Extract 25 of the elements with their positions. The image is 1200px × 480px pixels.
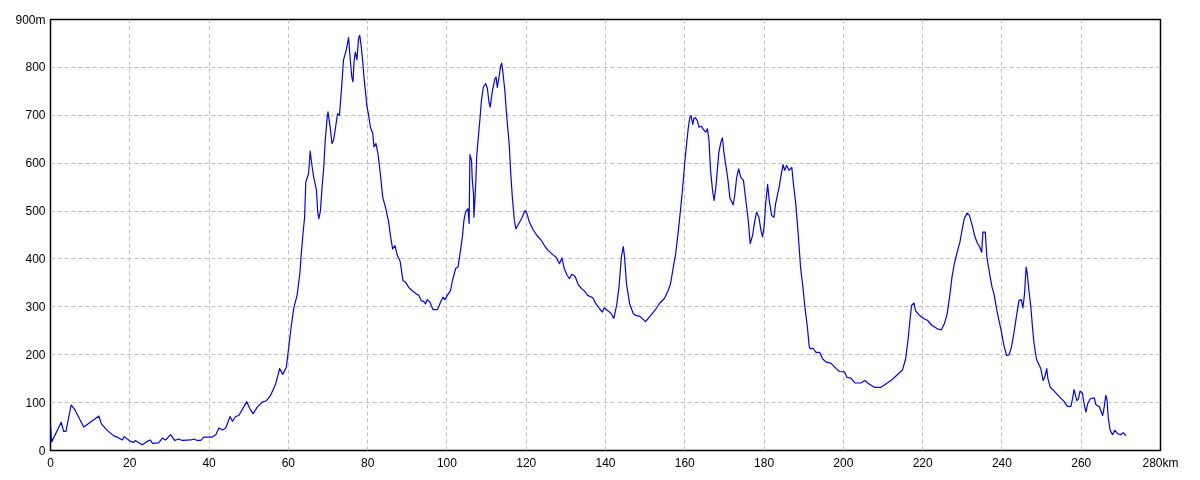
x-tick-label: 200 [833, 455, 854, 470]
x-tick-label: 80 [360, 455, 375, 470]
x-tick-label: 240 [991, 455, 1013, 470]
x-tick-label: 180 [754, 455, 775, 470]
y-tick-label: 700 [25, 108, 46, 123]
y-tick-label: 0 [38, 443, 46, 458]
y-tick-label: 100 [25, 395, 46, 410]
y-tick-label: 900m [15, 12, 46, 27]
y-tick-label: 800 [25, 60, 46, 75]
y-tick-label: 400 [25, 251, 46, 266]
x-tick-label: 160 [674, 455, 696, 470]
x-tick-label: 60 [281, 455, 296, 470]
line-series [50, 34, 1127, 446]
x-tick-label: 260 [1071, 455, 1092, 470]
x-tick-label: 20 [123, 455, 137, 470]
y-tick-label: 600 [25, 156, 46, 171]
x-tick-label: 280km [1142, 455, 1179, 470]
y-tick-label: 300 [25, 299, 46, 314]
x-tick-label: 40 [202, 455, 217, 470]
x-tick-label: 140 [595, 455, 616, 470]
x-tick-label: 120 [516, 455, 537, 470]
x-tick-label: 100 [436, 455, 458, 470]
x-tick-label: 220 [912, 455, 933, 470]
y-tick-label: 200 [25, 347, 46, 362]
y-tick-label: 500 [25, 204, 46, 219]
